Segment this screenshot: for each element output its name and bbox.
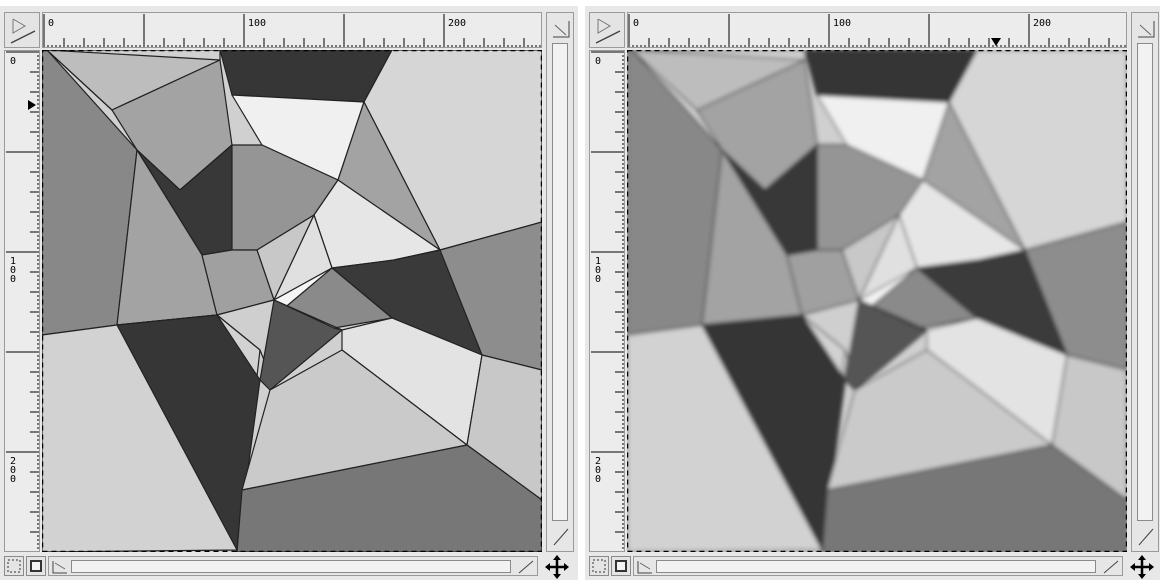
ruler-corner-button[interactable] bbox=[4, 12, 40, 48]
quickmask-button[interactable] bbox=[4, 556, 24, 576]
quickmask-toggle-button[interactable] bbox=[611, 556, 631, 576]
vertical-scrollbar[interactable] bbox=[1131, 12, 1159, 552]
ruler-pointer-icon bbox=[991, 38, 1001, 46]
ruler-corner-icon bbox=[595, 18, 621, 44]
bottom-bar bbox=[4, 554, 574, 580]
vruler-label: 1 0 0 bbox=[9, 256, 17, 285]
voronoi-cell bbox=[219, 50, 393, 103]
hruler-label: 200 bbox=[448, 18, 467, 29]
vruler-label: 0 bbox=[9, 56, 17, 67]
quickmask-toggle-icon bbox=[30, 560, 42, 572]
scroll-up-icon bbox=[553, 21, 570, 38]
voronoi-cell bbox=[821, 444, 1127, 552]
ruler-pointer-icon bbox=[28, 100, 36, 110]
voronoi-cell bbox=[804, 50, 978, 103]
horizontal-ruler[interactable]: 0 100 200 bbox=[627, 12, 1127, 48]
voronoi-cell bbox=[236, 444, 542, 552]
quickmask-toggle-button[interactable] bbox=[26, 556, 46, 576]
vruler-label: 2 0 0 bbox=[9, 456, 17, 485]
image-canvas[interactable] bbox=[627, 50, 1127, 552]
scroll-left-icon bbox=[52, 561, 67, 574]
horizontal-ruler[interactable]: 0 100 200 bbox=[42, 12, 542, 48]
scroll-down-icon bbox=[553, 528, 569, 546]
image-window-left: 0 100 200 0 1 0 0 2 0 0 bbox=[0, 6, 578, 580]
horizontal-scroll-thumb[interactable] bbox=[71, 560, 511, 573]
vertical-scroll-thumb[interactable] bbox=[1137, 43, 1153, 521]
scroll-up-icon bbox=[1138, 21, 1155, 38]
ruler-corner-icon bbox=[10, 18, 36, 44]
vruler-label: 1 0 0 bbox=[594, 256, 602, 285]
voronoi-image bbox=[42, 50, 542, 552]
vertical-scrollbar[interactable] bbox=[546, 12, 574, 552]
vruler-label: 0 bbox=[594, 56, 602, 67]
scroll-right-icon bbox=[518, 560, 534, 574]
horizontal-scroll-thumb[interactable] bbox=[656, 560, 1096, 573]
horizontal-scrollbar[interactable] bbox=[633, 556, 1123, 576]
quickmask-icon bbox=[592, 559, 606, 573]
voronoi-cell bbox=[466, 354, 542, 501]
quickmask-icon bbox=[7, 559, 21, 573]
voronoi-cell bbox=[858, 299, 928, 331]
scroll-left-icon bbox=[637, 561, 652, 574]
hruler-label: 100 bbox=[248, 18, 267, 29]
hruler-label: 0 bbox=[633, 18, 640, 29]
vertical-ruler[interactable]: 0 1 0 0 2 0 0 bbox=[4, 50, 40, 552]
voronoi-cell bbox=[116, 314, 261, 551]
vertical-scroll-thumb[interactable] bbox=[552, 43, 568, 521]
ruler-corner-button[interactable] bbox=[589, 12, 625, 48]
hruler-label: 0 bbox=[48, 18, 55, 29]
navigate-icon[interactable] bbox=[544, 554, 570, 580]
quickmask-button[interactable] bbox=[589, 556, 609, 576]
voronoi-cell bbox=[1051, 354, 1127, 501]
voronoi-cell bbox=[701, 314, 846, 551]
vertical-ruler[interactable]: 0 1 0 0 2 0 0 bbox=[589, 50, 625, 552]
navigate-icon[interactable] bbox=[1129, 554, 1155, 580]
hruler-label: 200 bbox=[1033, 18, 1052, 29]
vruler-label: 2 0 0 bbox=[594, 456, 602, 485]
scroll-right-icon bbox=[1103, 560, 1119, 574]
scroll-down-icon bbox=[1138, 528, 1154, 546]
image-window-right: 0 100 200 0 1 0 0 2 0 0 bbox=[585, 6, 1160, 580]
image-canvas[interactable] bbox=[42, 50, 542, 552]
horizontal-scrollbar[interactable] bbox=[48, 556, 538, 576]
voronoi-image bbox=[627, 50, 1127, 552]
selection-marquee bbox=[627, 50, 1127, 552]
voronoi-cell bbox=[273, 299, 343, 331]
quickmask-toggle-icon bbox=[615, 560, 627, 572]
selection-marquee bbox=[42, 50, 542, 552]
bottom-bar bbox=[589, 554, 1159, 580]
hruler-label: 100 bbox=[833, 18, 852, 29]
